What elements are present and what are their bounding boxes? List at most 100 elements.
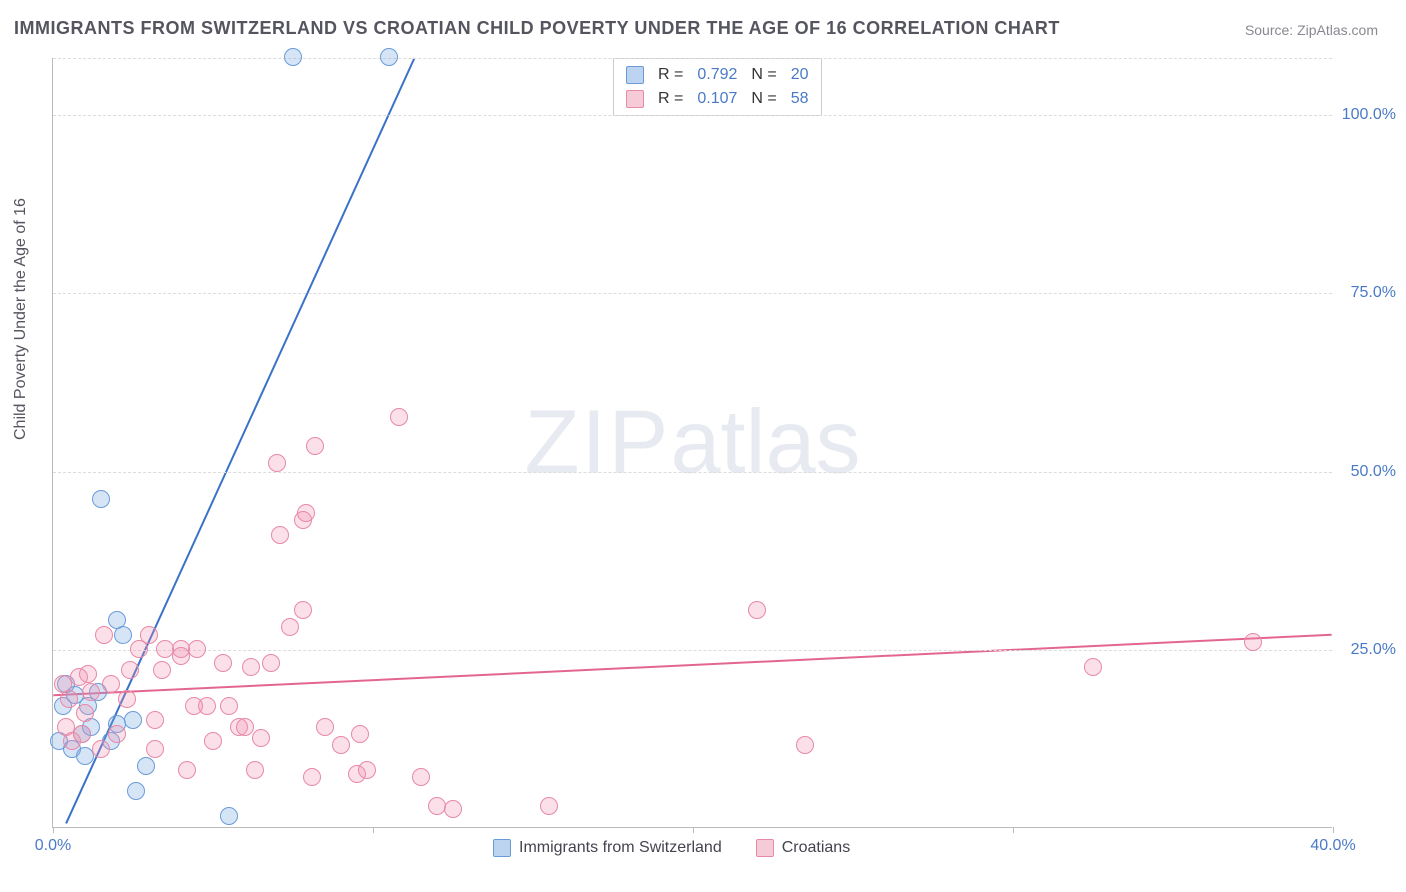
- data-point: [204, 732, 222, 750]
- data-point: [284, 48, 302, 66]
- data-point: [185, 697, 203, 715]
- gridline: [53, 472, 1332, 473]
- data-point: [351, 725, 369, 743]
- legend-r-label: R =: [658, 66, 683, 84]
- source-prefix: Source:: [1245, 22, 1297, 38]
- x-tick: [1013, 827, 1014, 833]
- data-point: [297, 504, 315, 522]
- legend-stat-row: R = 0.107 N = 58: [626, 87, 809, 111]
- trend-line: [66, 58, 414, 823]
- data-point: [358, 761, 376, 779]
- legend-item: Croatians: [756, 839, 850, 857]
- data-point: [281, 618, 299, 636]
- data-point: [412, 768, 430, 786]
- data-point: [146, 740, 164, 758]
- data-point: [60, 690, 78, 708]
- data-point: [127, 782, 145, 800]
- legend-swatch: [626, 66, 644, 84]
- legend-item: Immigrants from Switzerland: [493, 839, 722, 857]
- data-point: [252, 729, 270, 747]
- data-point: [76, 704, 94, 722]
- legend-swatch: [493, 839, 511, 857]
- data-point: [92, 490, 110, 508]
- legend-stats-box: R = 0.792 N = 20 R = 0.107 N = 58: [613, 58, 822, 116]
- data-point: [220, 697, 238, 715]
- data-point: [114, 626, 132, 644]
- watermark: ZIPatlas: [524, 391, 860, 494]
- y-tick-label: 100.0%: [1342, 106, 1396, 124]
- data-point: [102, 675, 120, 693]
- plot-area: ZIPatlas R =0.792N =20R =0.107N =58 Immi…: [52, 58, 1332, 828]
- data-point: [137, 757, 155, 775]
- legend-series: Immigrants from Switzerland Croatians: [493, 839, 850, 857]
- legend-label: Immigrants from Switzerland: [519, 839, 722, 857]
- source-name: ZipAtlas.com: [1297, 22, 1378, 38]
- watermark-light: atlas: [670, 392, 860, 492]
- data-point: [188, 640, 206, 658]
- data-point: [140, 626, 158, 644]
- x-tick: [693, 827, 694, 833]
- data-point: [246, 761, 264, 779]
- data-point: [121, 661, 139, 679]
- y-tick-label: 25.0%: [1351, 641, 1396, 659]
- legend-r-value: 0.792: [697, 66, 737, 84]
- data-point: [236, 718, 254, 736]
- data-point: [380, 48, 398, 66]
- legend-r-label: R =: [658, 90, 683, 108]
- data-point: [332, 736, 350, 754]
- data-point: [748, 601, 766, 619]
- data-point: [220, 807, 238, 825]
- source-attribution: Source: ZipAtlas.com: [1245, 22, 1378, 38]
- data-point: [178, 761, 196, 779]
- data-point: [124, 711, 142, 729]
- x-tick: [373, 827, 374, 833]
- data-point: [95, 626, 113, 644]
- legend-r-value: 0.107: [697, 90, 737, 108]
- data-point: [118, 690, 136, 708]
- gridline: [53, 58, 1332, 59]
- data-point: [242, 658, 260, 676]
- x-tick-label: 0.0%: [35, 837, 71, 855]
- legend-n-value: 20: [791, 66, 809, 84]
- data-point: [268, 454, 286, 472]
- legend-label: Croatians: [782, 839, 850, 857]
- legend-stat-row: R = 0.792 N = 20: [626, 63, 809, 87]
- data-point: [1084, 658, 1102, 676]
- data-point: [1244, 633, 1262, 651]
- data-point: [146, 711, 164, 729]
- data-point: [306, 437, 324, 455]
- data-point: [540, 797, 558, 815]
- legend-swatch: [626, 90, 644, 108]
- legend-n-value: 58: [791, 90, 809, 108]
- data-point: [294, 601, 312, 619]
- data-point: [428, 797, 446, 815]
- data-point: [73, 725, 91, 743]
- legend-swatch: [756, 839, 774, 857]
- data-point: [444, 800, 462, 818]
- data-point: [82, 683, 100, 701]
- data-point: [303, 768, 321, 786]
- data-point: [214, 654, 232, 672]
- data-point: [153, 661, 171, 679]
- gridline: [53, 293, 1332, 294]
- y-axis-label: Child Poverty Under the Age of 16: [12, 198, 30, 440]
- data-point: [92, 740, 110, 758]
- x-tick: [1333, 827, 1334, 833]
- y-tick-label: 75.0%: [1351, 284, 1396, 302]
- trend-lines-layer: [53, 58, 1332, 827]
- y-tick-label: 50.0%: [1351, 463, 1396, 481]
- gridline: [53, 115, 1332, 116]
- data-point: [271, 526, 289, 544]
- chart-title: IMMIGRANTS FROM SWITZERLAND VS CROATIAN …: [14, 18, 1060, 39]
- x-tick: [53, 827, 54, 833]
- data-point: [108, 725, 126, 743]
- data-point: [390, 408, 408, 426]
- data-point: [796, 736, 814, 754]
- data-point: [79, 665, 97, 683]
- legend-n-label: N =: [751, 90, 776, 108]
- data-point: [316, 718, 334, 736]
- gridline: [53, 650, 1332, 651]
- watermark-strong: ZIP: [524, 392, 670, 492]
- legend-n-label: N =: [751, 66, 776, 84]
- data-point: [262, 654, 280, 672]
